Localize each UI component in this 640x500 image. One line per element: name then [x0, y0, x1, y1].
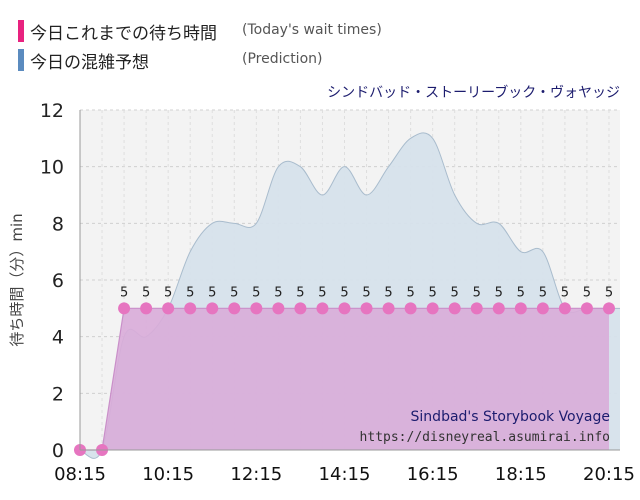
y-tick-label: 10: [40, 157, 64, 179]
data-label: 5: [384, 285, 392, 300]
data-label: 5: [605, 285, 613, 300]
today-point: [184, 302, 197, 315]
legend-forecast-label: 今日の混雑予想: [30, 52, 149, 73]
data-label: 5: [230, 285, 238, 300]
data-label: 5: [495, 285, 503, 300]
legend-today-swatch: [18, 20, 24, 42]
today-point: [514, 302, 527, 315]
data-label: 5: [274, 285, 282, 300]
today-area: [80, 308, 609, 450]
watermark-url: https://disneyreal.asumirai.info: [360, 430, 610, 445]
x-tick-label: 12:15: [230, 464, 282, 485]
legend-today: 今日これまでの待ち時間: [18, 20, 217, 44]
x-tick-label: 10:15: [142, 464, 194, 485]
legend-forecast: 今日の混雑予想: [18, 49, 149, 73]
data-label: 5: [473, 285, 481, 300]
y-tick-label: 12: [40, 100, 64, 122]
data-label: 5: [164, 285, 172, 300]
today-point: [580, 302, 593, 315]
data-label: 5: [252, 285, 260, 300]
data-label: 5: [296, 285, 304, 300]
data-label: 5: [429, 285, 437, 300]
y-tick-label: 6: [52, 270, 64, 292]
data-label: 5: [120, 285, 128, 300]
x-tick-label: 20:15: [583, 464, 635, 485]
data-label: 5: [583, 285, 591, 300]
data-label: 5: [539, 285, 547, 300]
data-label: 5: [186, 285, 194, 300]
today-point: [492, 302, 505, 315]
data-label: 5: [362, 285, 370, 300]
y-tick-label: 2: [52, 383, 64, 405]
y-tick-label: 8: [52, 213, 64, 235]
data-label: 5: [142, 285, 150, 300]
legend: 今日これまでの待ち時間 (Today's wait times) 今日の混雑予想…: [0, 0, 640, 80]
today-point: [448, 302, 461, 315]
today-point: [272, 302, 285, 315]
today-point: [250, 302, 263, 315]
legend-forecast-swatch: [18, 49, 24, 71]
today-point: [536, 302, 549, 315]
today-point: [602, 302, 615, 315]
today-point: [558, 302, 571, 315]
x-tick-label: 18:15: [495, 464, 547, 485]
y-tick-label: 4: [52, 327, 64, 349]
today-point: [382, 302, 395, 315]
x-tick-label: 16:15: [407, 464, 459, 485]
data-label: 5: [561, 285, 569, 300]
today-points: [74, 302, 615, 456]
legend-today-sub: (Today's wait times): [242, 22, 382, 38]
data-label: 5: [340, 285, 348, 300]
chart-title: シンドバッド・ストーリーブック・ヴォヤッジ: [327, 84, 620, 101]
y-axis-label: 待ち時間（分）min: [8, 213, 26, 346]
data-label: 5: [318, 285, 326, 300]
data-label: 5: [406, 285, 414, 300]
y-tick-label: 0: [52, 440, 64, 462]
today-point: [404, 302, 417, 315]
x-tick-label: 08:15: [54, 464, 106, 485]
x-tick-label: 14:15: [319, 464, 371, 485]
today-point: [162, 302, 175, 315]
data-label: 5: [451, 285, 459, 300]
today-point: [206, 302, 219, 315]
today-point: [338, 302, 351, 315]
today-point: [140, 302, 153, 315]
today-point: [316, 302, 329, 315]
data-label: 5: [517, 285, 525, 300]
today-point: [470, 302, 483, 315]
legend-forecast-sub: (Prediction): [242, 51, 323, 67]
axes: 0 2 4 6 8 10 12 08:15 10:15 12:15 14:15 16:15 18:15 2…: [40, 100, 635, 485]
today-point: [360, 302, 373, 315]
watermark-name: Sindbad's Storybook Voyage: [411, 409, 610, 425]
today-point: [426, 302, 439, 315]
today-point: [228, 302, 241, 315]
today-point: [294, 302, 307, 315]
today-point: [118, 302, 131, 315]
legend-today-label: 今日これまでの待ち時間: [30, 23, 217, 44]
data-label: 5: [208, 285, 216, 300]
